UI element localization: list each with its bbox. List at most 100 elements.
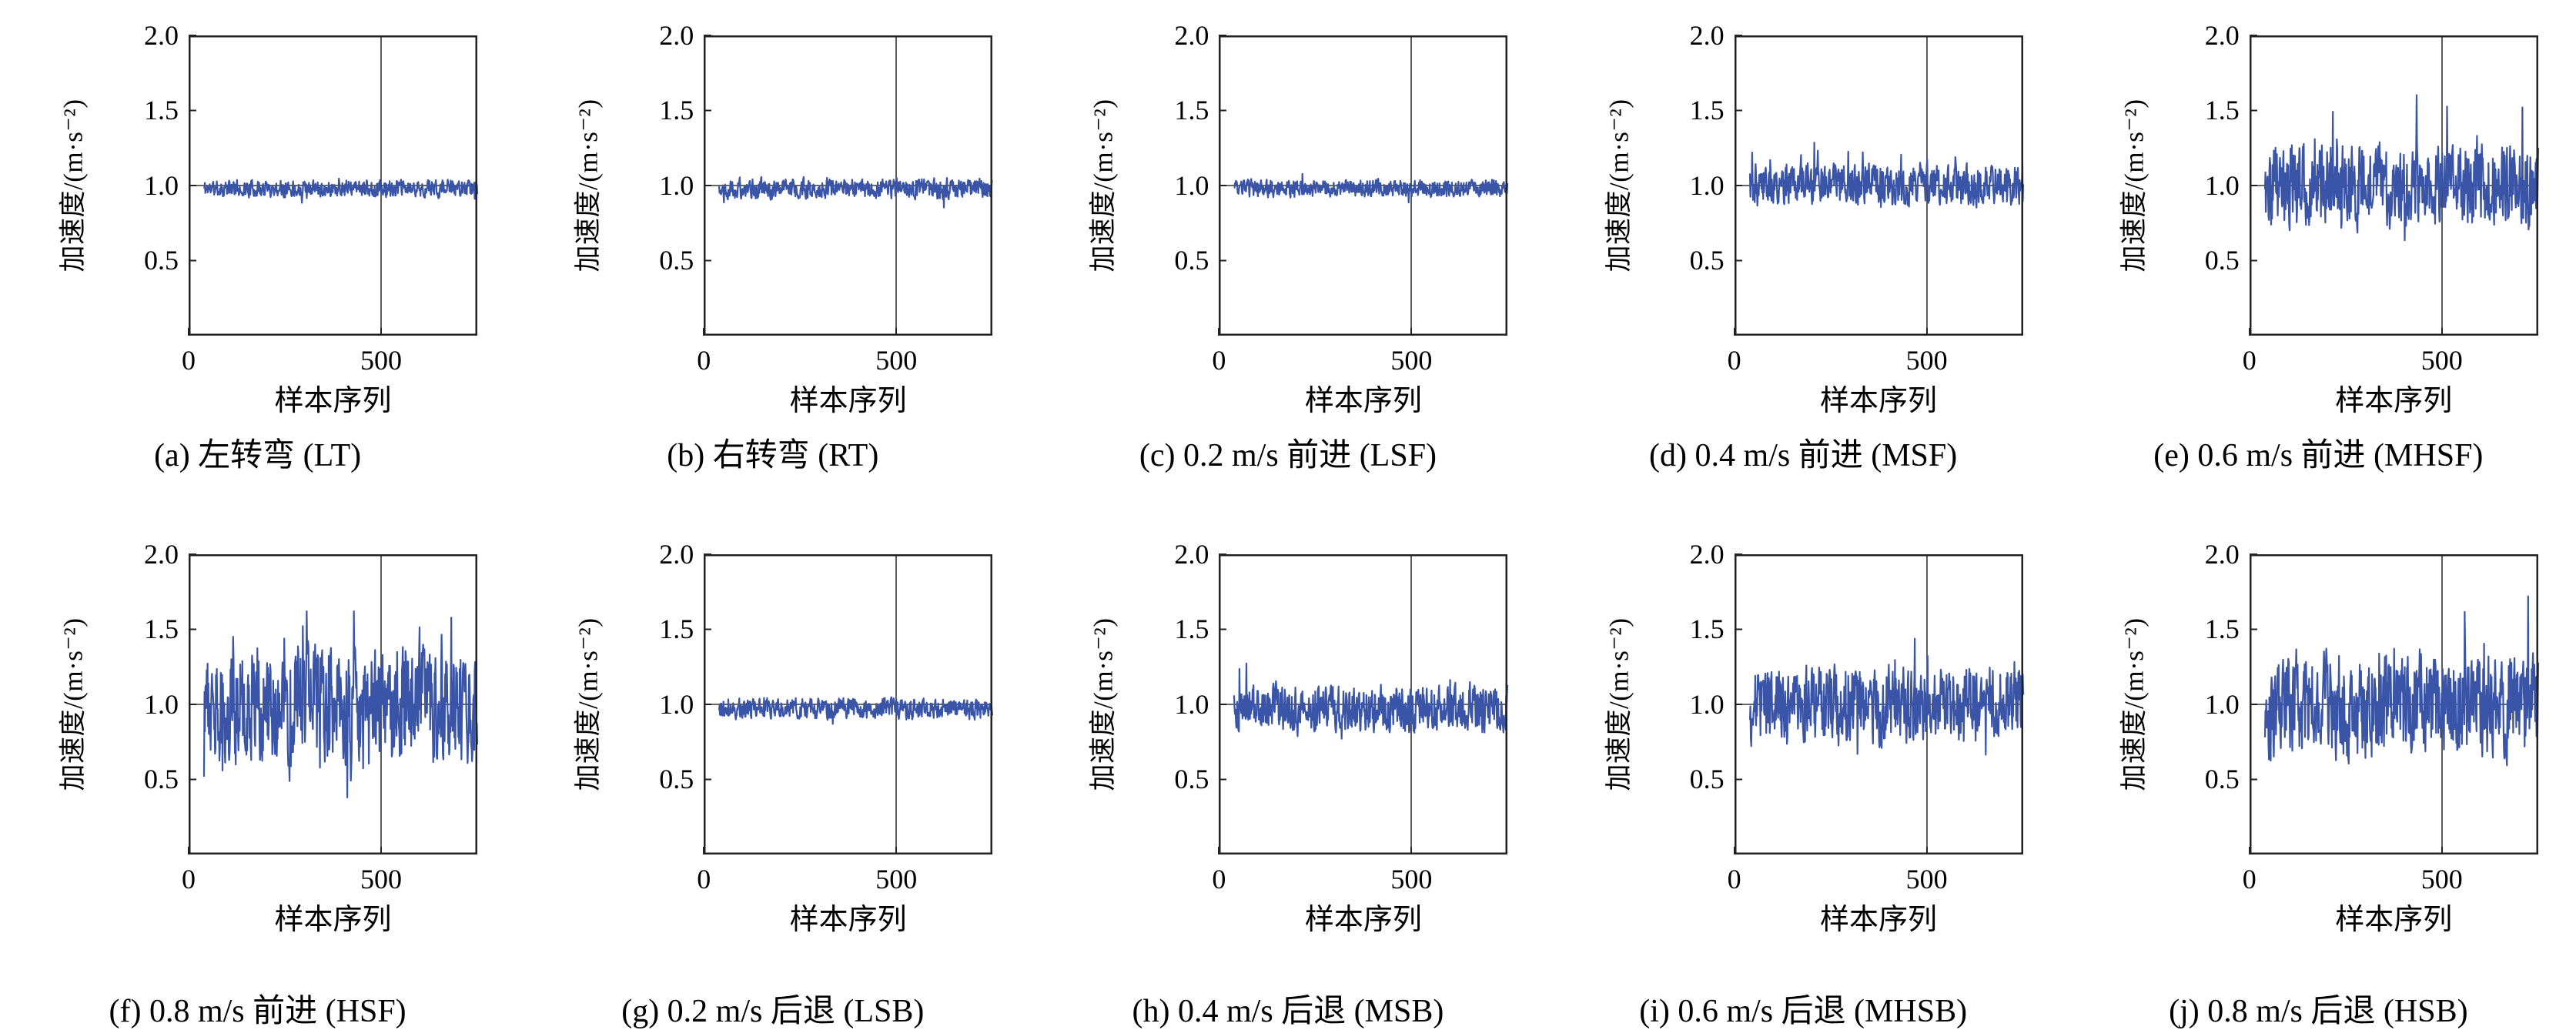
- y-axis-label: 加速度/(m·s⁻²): [1604, 617, 1634, 791]
- x-tick-label: 0: [1727, 345, 1741, 376]
- y-tick-label: 1.0: [659, 689, 694, 720]
- y-tick-label: 1.0: [1174, 689, 1209, 720]
- x-tick-label: 500: [875, 864, 918, 895]
- y-tick-label: 1.5: [1689, 614, 1725, 644]
- plot-area: [1733, 553, 2024, 854]
- x-tick-label: 500: [1390, 864, 1433, 895]
- x-tick-label: 0: [182, 864, 196, 895]
- plot-area: [1218, 553, 1509, 854]
- x-axis-label: 样本序列: [274, 904, 392, 936]
- y-tick-label: 1.5: [144, 614, 179, 644]
- x-tick-label: 500: [360, 864, 402, 895]
- y-tick-label: 1.5: [2204, 614, 2240, 644]
- subplot-caption: (b) 右转弯 (RT): [667, 438, 879, 473]
- subplot-caption: (c) 0.2 m/s 前进 (LSF): [1139, 438, 1437, 473]
- y-tick-label: 2.0: [1689, 20, 1725, 51]
- y-tick-label: 1.5: [659, 95, 694, 125]
- subplot-caption: (h) 0.4 m/s 后退 (MSB): [1132, 994, 1444, 1029]
- x-tick-label: 500: [1390, 345, 1433, 376]
- y-tick-label: 1.0: [1689, 170, 1725, 201]
- y-tick-label: 2.0: [659, 539, 694, 570]
- x-tick-label: 0: [697, 864, 711, 895]
- plot-area: [1218, 35, 1509, 336]
- plot-area: [188, 35, 479, 336]
- y-axis-label: 加速度/(m·s⁻²): [58, 99, 89, 273]
- y-tick-label: 1.5: [1174, 614, 1209, 644]
- x-axis-label: 样本序列: [274, 385, 392, 417]
- y-tick-label: 2.0: [2204, 539, 2240, 570]
- y-tick-label: 0.5: [1174, 245, 1209, 276]
- subplot-e: 加速度/(m·s⁻²) 2.0 1.5 1.0 0.5 0 500 样本序列 (…: [2092, 12, 2545, 496]
- subplot-caption: (g) 0.2 m/s 后退 (LSB): [621, 994, 925, 1029]
- plot-area: [1733, 35, 2024, 336]
- x-axis-label: 样本序列: [2335, 385, 2453, 417]
- y-tick-label: 0.5: [144, 245, 179, 276]
- subplot-d: 加速度/(m·s⁻²) 2.0 1.5 1.0 0.5 0 500 样本序列 (…: [1577, 12, 2030, 496]
- y-tick-label: 1.0: [1689, 689, 1725, 720]
- x-tick-label: 0: [2242, 864, 2257, 895]
- x-tick-label: 500: [2420, 345, 2463, 376]
- y-tick-label: 1.5: [1689, 95, 1725, 125]
- plot-area: [703, 35, 993, 336]
- y-tick-label: 2.0: [144, 20, 179, 51]
- y-tick-label: 0.5: [144, 764, 179, 794]
- y-axis-label: 加速度/(m·s⁻²): [573, 99, 604, 273]
- y-axis-label: 加速度/(m·s⁻²): [1088, 617, 1119, 791]
- x-axis-label: 样本序列: [1820, 385, 1938, 417]
- x-axis-label: 样本序列: [1304, 385, 1422, 417]
- x-axis-label: 样本序列: [789, 904, 907, 936]
- x-axis-label: 样本序列: [1304, 904, 1422, 936]
- subplot-h: 加速度/(m·s⁻²) 2.0 1.5 1.0 0.5 0 500 样本序列 (…: [1061, 520, 1514, 1029]
- y-axis-label: 加速度/(m·s⁻²): [1088, 99, 1119, 273]
- y-tick-label: 1.5: [144, 95, 179, 125]
- subplot-f: 加速度/(m·s⁻²) 2.0 1.5 1.0 0.5 0 500 样本序列 (…: [31, 520, 484, 1029]
- plot-area: [188, 553, 479, 854]
- y-tick-label: 1.0: [144, 170, 179, 201]
- plot-area: [2248, 553, 2539, 854]
- subplot-i: 加速度/(m·s⁻²) 2.0 1.5 1.0 0.5 0 500 样本序列 (…: [1577, 520, 2030, 1029]
- y-tick-label: 1.5: [2204, 95, 2240, 125]
- plot-area: [2248, 35, 2539, 336]
- subplot-caption: (d) 0.4 m/s 前进 (MSF): [1649, 438, 1958, 473]
- x-axis-label: 样本序列: [789, 385, 907, 417]
- x-tick-label: 500: [360, 345, 402, 376]
- x-tick-label: 500: [1905, 864, 1948, 895]
- x-tick-label: 0: [182, 345, 196, 376]
- subplot-c: 加速度/(m·s⁻²) 2.0 1.5 1.0 0.5 0 500 样本序列 (…: [1061, 12, 1514, 496]
- subplot-caption: (e) 0.6 m/s 前进 (MHSF): [2153, 438, 2484, 473]
- x-tick-label: 0: [2242, 345, 2257, 376]
- x-tick-label: 0: [1212, 345, 1226, 376]
- x-axis-label: 样本序列: [2335, 904, 2453, 936]
- y-tick-label: 0.5: [2204, 764, 2240, 794]
- subplot-caption: (j) 0.8 m/s 后退 (HSB): [2169, 994, 2468, 1029]
- y-tick-label: 0.5: [2204, 245, 2240, 276]
- y-tick-label: 2.0: [1174, 20, 1209, 51]
- x-tick-label: 0: [1212, 864, 1226, 895]
- y-tick-label: 2.0: [659, 20, 694, 51]
- y-tick-label: 0.5: [1174, 764, 1209, 794]
- y-tick-label: 0.5: [659, 764, 694, 794]
- subplot-g: 加速度/(m·s⁻²) 2.0 1.5 1.0 0.5 0 500 样本序列 (…: [546, 520, 999, 1029]
- subplot-caption: (i) 0.6 m/s 后退 (MHSB): [1639, 994, 1968, 1029]
- subplot-a: 加速度/(m·s⁻²) 2.0 1.5 1.0 0.5 0 500 样本序列 (…: [31, 12, 484, 496]
- y-tick-label: 2.0: [144, 539, 179, 570]
- y-axis-label: 加速度/(m·s⁻²): [2119, 99, 2149, 273]
- y-tick-label: 1.0: [1174, 170, 1209, 201]
- x-axis-label: 样本序列: [1820, 904, 1938, 936]
- y-axis-label: 加速度/(m·s⁻²): [2119, 617, 2149, 791]
- subplot-caption: (a) 左转弯 (LT): [154, 438, 362, 473]
- y-tick-label: 2.0: [1174, 539, 1209, 570]
- subplot-caption: (f) 0.8 m/s 前进 (HSF): [109, 994, 406, 1029]
- y-tick-label: 1.0: [2204, 689, 2240, 720]
- x-tick-label: 500: [1905, 345, 1948, 376]
- y-tick-label: 1.5: [659, 614, 694, 644]
- y-tick-label: 1.0: [2204, 170, 2240, 201]
- y-tick-label: 0.5: [1689, 764, 1725, 794]
- y-axis-label: 加速度/(m·s⁻²): [58, 617, 89, 791]
- y-axis-label: 加速度/(m·s⁻²): [573, 617, 604, 791]
- y-tick-label: 0.5: [1689, 245, 1725, 276]
- x-tick-label: 500: [2420, 864, 2463, 895]
- y-tick-label: 1.0: [144, 689, 179, 720]
- y-tick-label: 0.5: [659, 245, 694, 276]
